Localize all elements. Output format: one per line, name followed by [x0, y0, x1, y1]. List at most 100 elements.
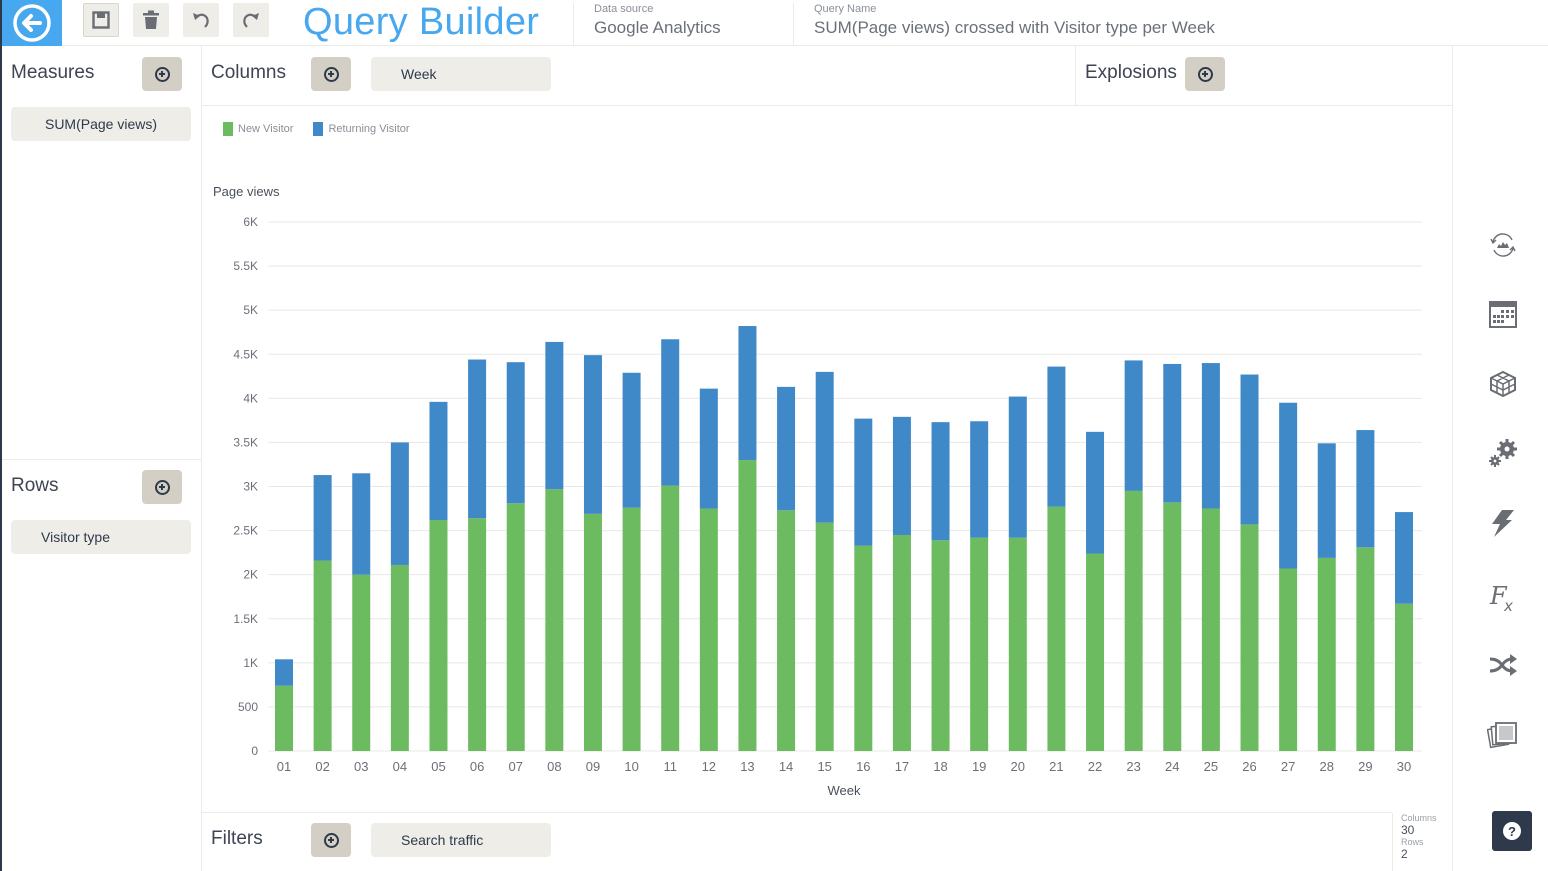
add-measure-button[interactable]: [142, 57, 182, 91]
bar-returning-visitor-week-06[interactable]: [468, 359, 487, 519]
x-tick-label: 16: [856, 759, 870, 774]
bar-new-visitor-week-27[interactable]: [1279, 568, 1298, 751]
bar-returning-visitor-week-14[interactable]: [777, 386, 796, 511]
bar-returning-visitor-week-12[interactable]: [699, 388, 718, 509]
bar-returning-visitor-week-11[interactable]: [661, 339, 680, 486]
bar-returning-visitor-week-01[interactable]: [275, 659, 293, 686]
x-tick-label: 06: [470, 759, 484, 774]
legend-item-new-visitor[interactable]: New Visitor: [223, 122, 293, 136]
save-button[interactable]: [83, 3, 119, 37]
bar-new-visitor-week-01[interactable]: [275, 685, 293, 751]
bar-new-visitor-week-04[interactable]: [390, 564, 409, 751]
bar-returning-visitor-week-10[interactable]: [622, 372, 641, 508]
query-name[interactable]: Query Name SUM(Page views) crossed with …: [793, 3, 1453, 45]
gallery-button[interactable]: [1486, 718, 1520, 752]
bar-returning-visitor-week-28[interactable]: [1317, 443, 1336, 558]
query-name-value: SUM(Page views) crossed with Visitor typ…: [814, 18, 1215, 37]
back-button[interactable]: [2, 0, 62, 46]
bar-returning-visitor-week-07[interactable]: [506, 362, 525, 504]
bar-returning-visitor-week-26[interactable]: [1240, 374, 1259, 525]
row-pill[interactable]: Visitor type: [11, 520, 191, 554]
bar-returning-visitor-week-18[interactable]: [931, 422, 950, 541]
bar-new-visitor-week-29[interactable]: [1356, 547, 1375, 751]
calendar-button[interactable]: [1486, 297, 1520, 331]
bar-returning-visitor-week-05[interactable]: [429, 401, 448, 521]
bar-returning-visitor-week-19[interactable]: [970, 421, 989, 538]
bar-new-visitor-week-20[interactable]: [1008, 537, 1027, 751]
bar-returning-visitor-week-30[interactable]: [1395, 512, 1413, 604]
bar-new-visitor-week-07[interactable]: [506, 503, 525, 751]
bar-new-visitor-week-25[interactable]: [1201, 508, 1220, 751]
bar-new-visitor-week-09[interactable]: [583, 513, 602, 751]
help-button[interactable]: ?: [1492, 811, 1532, 851]
bar-new-visitor-week-08[interactable]: [545, 489, 564, 751]
bar-new-visitor-week-15[interactable]: [815, 522, 834, 751]
bar-returning-visitor-week-03[interactable]: [352, 473, 371, 575]
top-bar: Query Builder Data source Google Analyti…: [2, 0, 1548, 46]
add-explosion-button[interactable]: [1185, 57, 1225, 91]
bar-new-visitor-week-26[interactable]: [1240, 524, 1259, 751]
bar-returning-visitor-week-27[interactable]: [1279, 402, 1298, 569]
shuffle-button[interactable]: [1486, 648, 1520, 682]
undo-button[interactable]: [183, 3, 219, 37]
column-pill[interactable]: Week: [371, 57, 551, 91]
add-row-button[interactable]: [142, 470, 182, 504]
bar-returning-visitor-week-24[interactable]: [1163, 363, 1182, 503]
bar-returning-visitor-week-23[interactable]: [1124, 360, 1143, 491]
refresh-chart-button[interactable]: [1486, 228, 1520, 262]
bar-new-visitor-week-18[interactable]: [931, 540, 950, 751]
bar-new-visitor-week-19[interactable]: [970, 537, 989, 751]
legend-item-returning-visitor[interactable]: Returning Visitor: [313, 122, 410, 136]
redo-button[interactable]: [233, 3, 269, 37]
measure-pill[interactable]: SUM(Page views): [11, 107, 191, 141]
bar-new-visitor-week-21[interactable]: [1047, 506, 1066, 751]
bar-new-visitor-week-23[interactable]: [1124, 490, 1143, 751]
bar-new-visitor-week-17[interactable]: [892, 534, 911, 751]
x-tick-label: 30: [1397, 759, 1411, 774]
lightning-button[interactable]: [1486, 506, 1520, 540]
bar-returning-visitor-week-29[interactable]: [1356, 430, 1375, 548]
bar-new-visitor-week-06[interactable]: [468, 518, 487, 751]
bar-new-visitor-week-03[interactable]: [352, 574, 371, 751]
bar-new-visitor-week-12[interactable]: [699, 508, 718, 751]
bar-new-visitor-week-22[interactable]: [1086, 553, 1105, 751]
bar-returning-visitor-week-20[interactable]: [1008, 396, 1027, 538]
bar-returning-visitor-week-22[interactable]: [1086, 431, 1105, 554]
settings-button[interactable]: [1486, 436, 1520, 470]
plus-circle-icon: [323, 832, 339, 848]
bar-returning-visitor-week-21[interactable]: [1047, 366, 1066, 507]
x-tick-label: 03: [354, 759, 368, 774]
data-source[interactable]: Data source Google Analytics: [573, 3, 793, 45]
bar-new-visitor-week-16[interactable]: [854, 545, 873, 751]
bar-returning-visitor-week-09[interactable]: [583, 355, 602, 514]
bar-returning-visitor-week-02[interactable]: [313, 475, 332, 561]
bar-new-visitor-week-13[interactable]: [738, 460, 757, 751]
bar-new-visitor-week-11[interactable]: [661, 485, 680, 751]
delete-button[interactable]: [133, 3, 169, 37]
bar-new-visitor-week-24[interactable]: [1163, 502, 1182, 751]
bar-new-visitor-week-02[interactable]: [313, 560, 332, 751]
bar-new-visitor-week-05[interactable]: [429, 520, 448, 751]
cube-button[interactable]: [1486, 367, 1520, 401]
bar-returning-visitor-week-04[interactable]: [390, 442, 409, 565]
add-filter-button[interactable]: [311, 823, 351, 857]
bar-new-visitor-week-10[interactable]: [622, 507, 641, 751]
bar-returning-visitor-week-13[interactable]: [738, 326, 757, 461]
redo-icon: [243, 13, 259, 28]
x-tick-label: 05: [431, 759, 445, 774]
bar-returning-visitor-week-17[interactable]: [892, 416, 911, 535]
add-column-button[interactable]: [311, 57, 351, 91]
bar-returning-visitor-week-15[interactable]: [815, 371, 834, 523]
filter-pill[interactable]: Search traffic: [371, 823, 551, 857]
bar-returning-visitor-week-08[interactable]: [545, 341, 564, 490]
bar-returning-visitor-week-16[interactable]: [854, 418, 873, 546]
bar-new-visitor-week-28[interactable]: [1317, 557, 1336, 751]
data-source-value: Google Analytics: [594, 18, 721, 37]
chart-legend: New Visitor Returning Visitor: [223, 122, 410, 136]
bar-new-visitor-week-14[interactable]: [777, 510, 796, 751]
x-axis-label: Week: [828, 783, 861, 798]
formula-button[interactable]: F x: [1486, 581, 1520, 615]
bar-new-visitor-week-30[interactable]: [1395, 603, 1413, 751]
bar-returning-visitor-week-25[interactable]: [1201, 363, 1220, 509]
x-tick-label: 19: [972, 759, 986, 774]
